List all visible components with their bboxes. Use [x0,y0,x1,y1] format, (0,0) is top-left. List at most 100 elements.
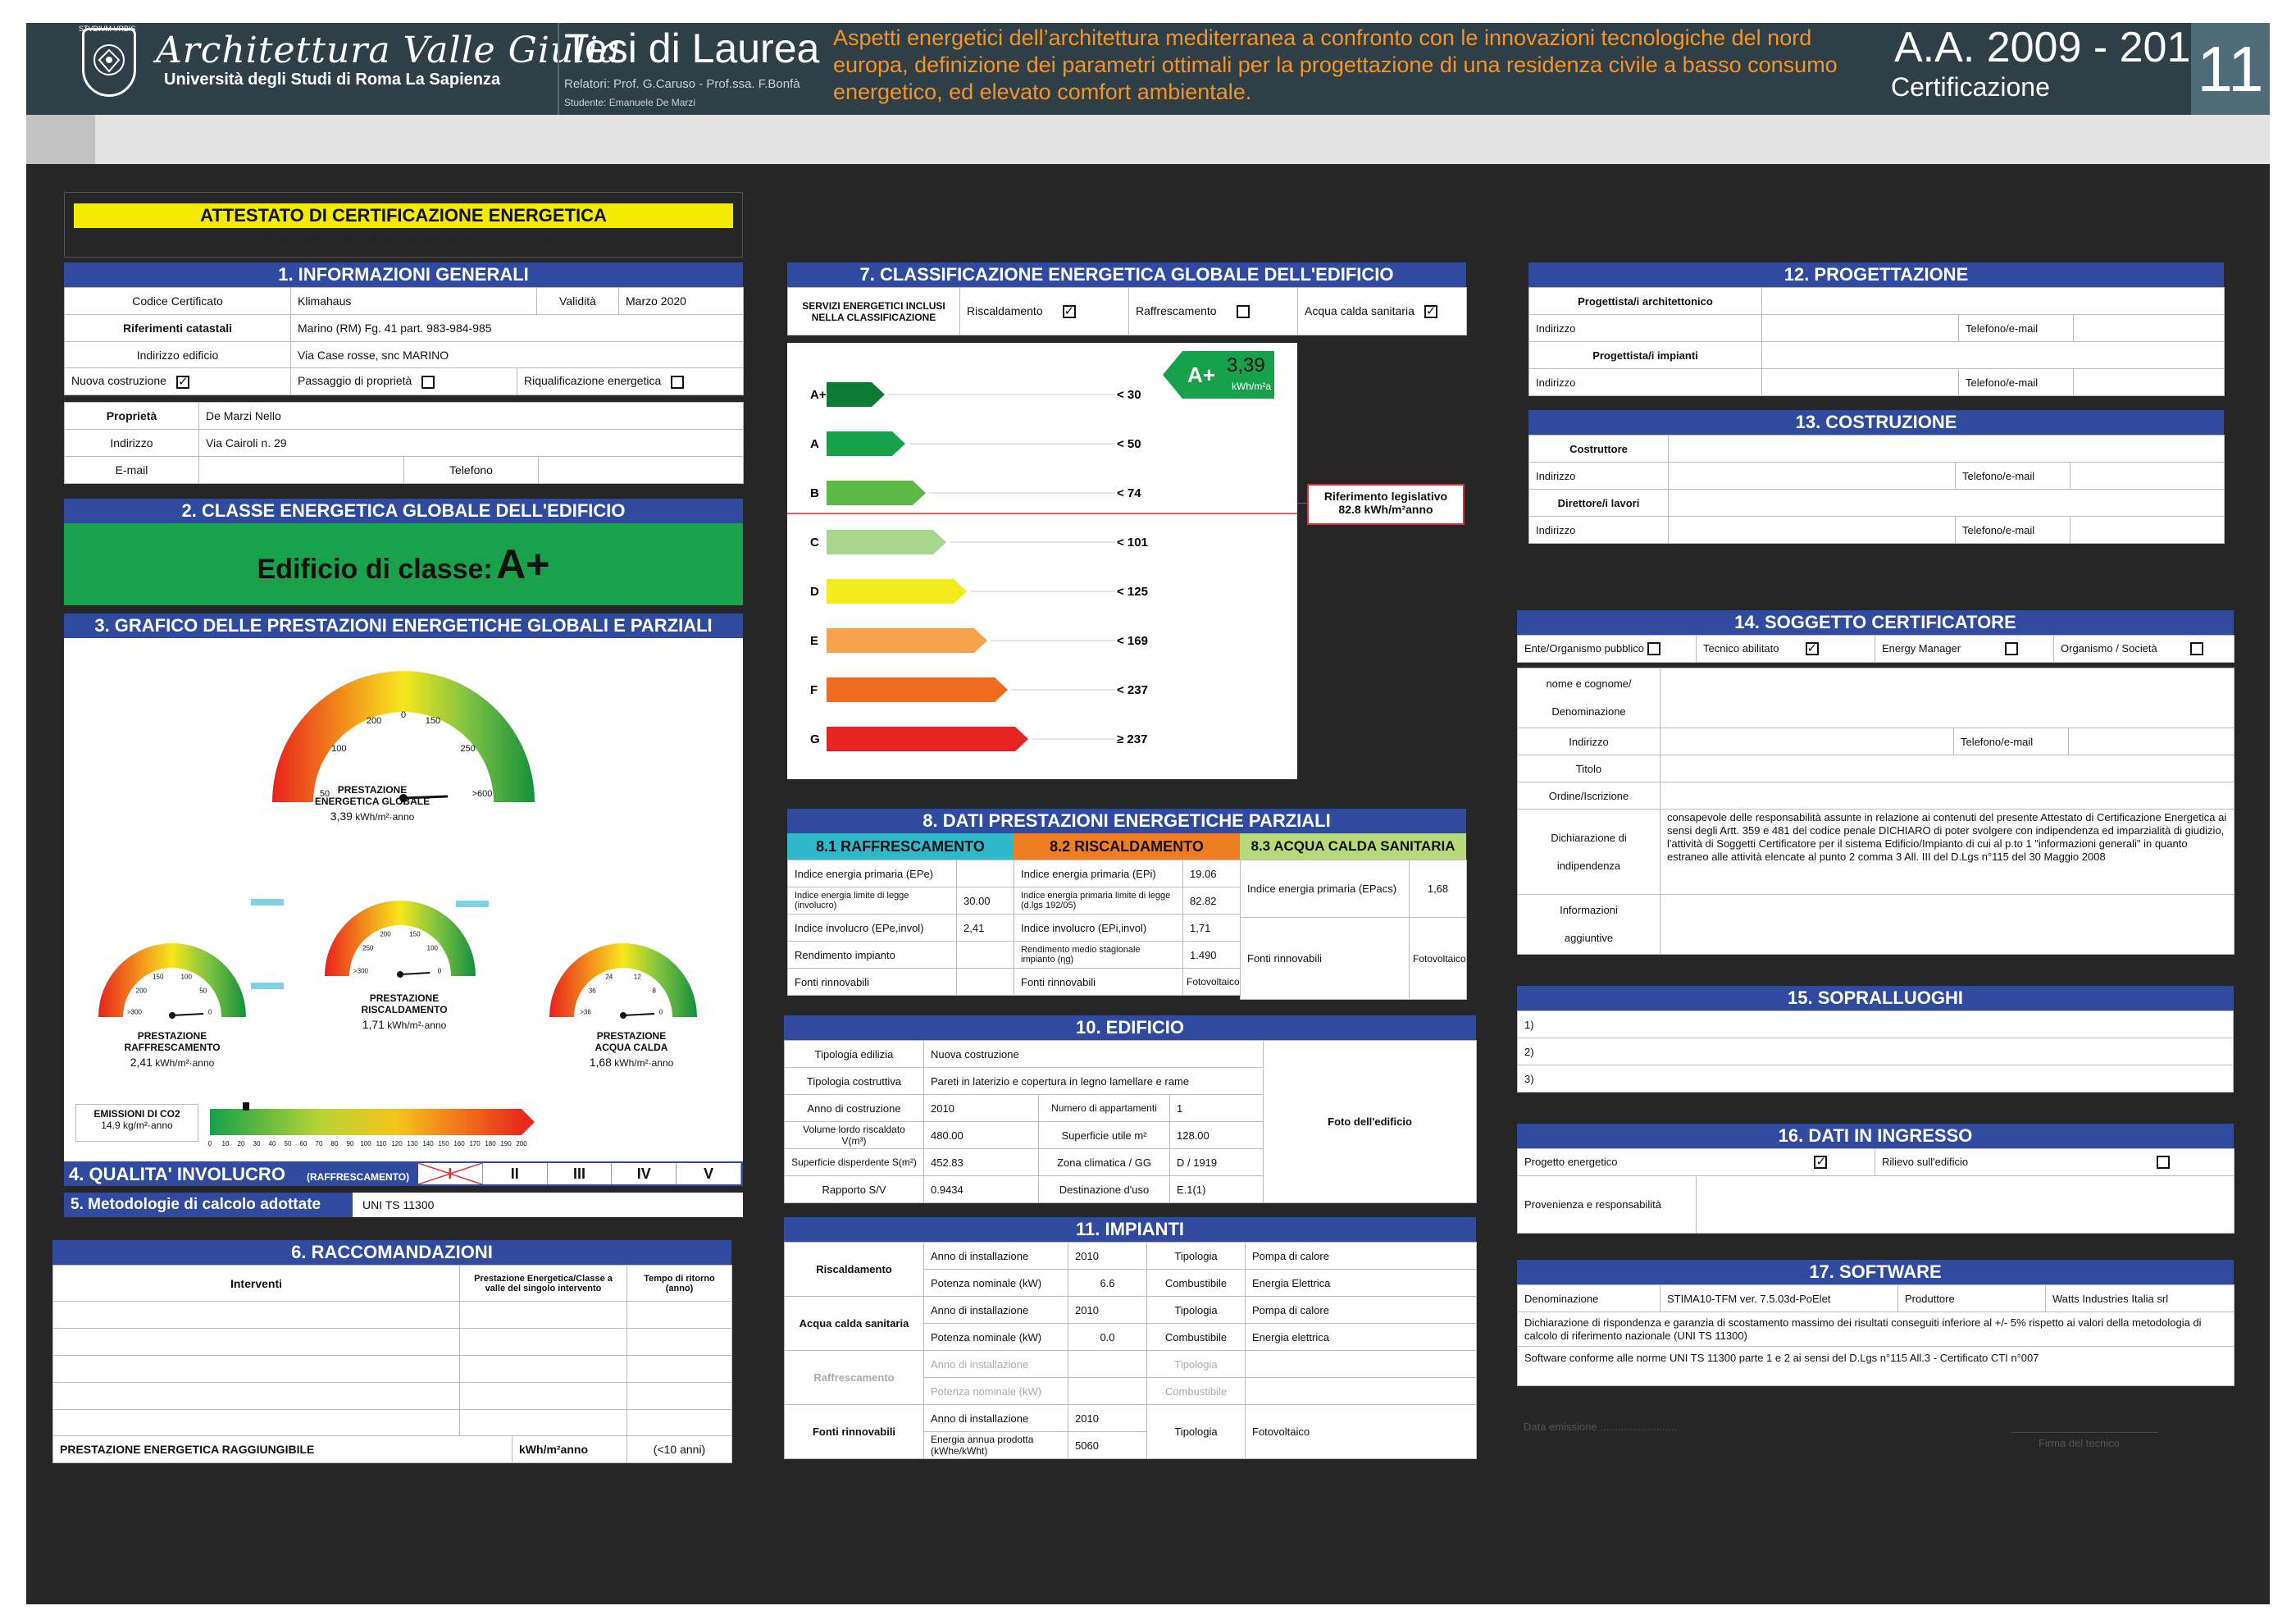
nuova-checkbox[interactable]: ✓ [175,374,189,389]
org-cell[interactable]: Organismo / Società [2053,635,2234,663]
progetto-cell[interactable]: Progetto energetico ✓ [1517,1148,1875,1176]
raff-cell[interactable]: Raffrescamento [1128,287,1298,335]
co2-tick-20: 200 [516,1140,527,1147]
foto-label: Foto dell'edificio [1263,1040,1478,1203]
rec-row-3-class[interactable] [459,1355,627,1383]
passaggio-cell[interactable]: Passaggio di proprietà [290,367,517,395]
energy-class-bar-5 [827,579,967,604]
inspection-3[interactable]: 3) [1517,1065,2234,1093]
co2-scale-bar [210,1109,522,1135]
ente-cell[interactable]: Ente/Organismo pubblico [1517,635,1697,663]
acs-gauge-label1: PRESTAZIONE [596,1030,667,1042]
energy-class-label-2: A [810,437,819,451]
reachable-performance-table: PRESTAZIONE ENERGETICA RAGGIUNGIBILE kWh/… [52,1435,732,1463]
rec-row-1-time[interactable] [626,1301,732,1329]
anno-costr-value: 2010 [923,1094,1039,1122]
dir-label: Direttore/i lavori [1528,489,1669,517]
section-11-title: 11. IMPIANTI [784,1217,1476,1242]
r-rend-value [956,941,1014,969]
rec-row-3-time[interactable] [626,1355,732,1383]
servizi-label: SERVIZI ENERGETICI INCLUSI NELLA CLASSIF… [787,287,960,335]
envelope-class-2: II [483,1163,548,1184]
a-ep-value: 1,68 [1409,860,1467,918]
rec-row-2-class[interactable] [459,1328,627,1356]
inspection-1[interactable]: 1) [1517,1010,2234,1038]
rec-row-4-class[interactable] [459,1382,627,1410]
progetto-checkbox[interactable]: ✓ [1814,1155,1828,1170]
acs-comb: Energia elettrica [1245,1323,1477,1351]
dich-label-2: indipendenza [1556,859,1621,872]
rilievo-checkbox[interactable] [2157,1156,2171,1170]
risc-gauge-arc [325,901,476,976]
header-banner [26,23,2270,115]
costr-label: Costruttore [1528,435,1669,463]
section-6-title: 6. RACCOMANDAZIONI [52,1240,731,1265]
acs-checkbox[interactable]: ✓ [1424,304,1437,319]
passaggio-checkbox[interactable] [421,375,435,389]
riqualificazione-label: Riqualificazione energetica [524,374,662,388]
tecnico-checkbox[interactable]: ✓ [1805,641,1819,656]
design-table: Progettista/i architettonico Indirizzo Te… [1528,287,2225,396]
riqualificazione-checkbox[interactable] [671,375,685,389]
reachable-label: PRESTAZIONE ENERGETICA RAGGIUNGIBILE [52,1435,512,1463]
ente-checkbox[interactable] [1647,642,1660,656]
rec-row-5-class[interactable] [459,1409,627,1437]
nuova-cell[interactable]: Nuova costruzione ✓ [64,367,291,395]
em-checkbox[interactable] [2005,642,2019,656]
raff-gauge-tick-4: >300 [126,1008,143,1016]
sw-prod-label: Produttore [1897,1284,2046,1312]
h-fonti-value: Fotovoltaico [1182,968,1241,996]
energy-class-bar-2 [827,431,905,456]
r-epe: Indice energia primaria (EPe) [787,860,957,887]
plants-table: Riscaldamento Anno di installazione 2010 Ti… [784,1242,1477,1459]
reference-value: 82.8 kWh/m²anno [1338,503,1433,516]
rilievo-cell[interactable]: Rilievo sull'edificio [1875,1148,2234,1176]
raff-checkbox[interactable] [1236,305,1250,319]
reference-line-ext [1297,503,1309,504]
rec-row-1-class[interactable] [459,1301,627,1329]
rec-row-2[interactable] [52,1328,460,1356]
dich-cell: Dichiarazione di indipendenza [1517,809,1660,895]
catastali-label: Riferimenti catastali [64,314,291,342]
rec-row-4-time[interactable] [626,1382,732,1410]
progetto-label: Progetto energetico [1524,1155,1618,1168]
acs-cell[interactable]: Acqua calda sanitaria ✓ [1297,287,1467,335]
co2-value: 14.9 kg/m²·anno [101,1120,173,1131]
imp-tel-label: Telefono/e-mail [1958,368,2074,396]
energy-class-threshold-5: < 125 [1117,585,1148,599]
h-rend: Rendimento medio stagionale impianto (ηg… [1014,941,1183,969]
class-banner: Edificio di classe: A+ [64,523,743,605]
acs-header: 8.3 ACQUA CALDA SANITARIA [1240,833,1466,860]
risc-cell[interactable]: Riscaldamento ✓ [959,287,1129,335]
riqualificazione-cell[interactable]: Riqualificazione energetica [517,367,744,395]
dich-label-1: Dichiarazione di [1551,831,1627,844]
faculty-logo: Architettura Valle Giulia [156,30,622,71]
acs-gauge-hub [620,1012,626,1019]
section-4-sub: (RAFFRESCAMENTO) [307,1171,410,1183]
col-prestazione: Prestazione Energetica/Classe a valle de… [459,1265,627,1302]
h-inv-value: 1,71 [1182,914,1241,942]
fonti-anno: 2010 [1068,1404,1147,1432]
rec-row-2-time[interactable] [626,1328,732,1356]
rec-row-5-time[interactable] [626,1409,732,1437]
h-rend-value: 1.490 [1182,941,1241,969]
em-cell[interactable]: Energy Manager [1875,635,2054,663]
org-checkbox[interactable] [2189,642,2203,656]
tecnico-cell[interactable]: Tecnico abilitato ✓ [1696,635,1875,663]
inspection-2[interactable]: 2) [1517,1038,2234,1065]
risc-checkbox[interactable]: ✓ [1062,304,1076,319]
rec-row-4[interactable] [52,1382,460,1410]
studente: Studente: Emanuele De Marzi [564,97,696,108]
costr-ind-value [1668,462,1956,490]
risc-tip-label: Tipologia [1146,1242,1246,1270]
co2-tick-4: 40 [268,1140,276,1147]
fonti-tip: Fotovoltaico [1245,1404,1477,1459]
rec-row-1[interactable] [52,1301,460,1329]
validita-label: Validità [536,287,619,315]
imp-ind-value [1761,368,1959,396]
co2-tick-1: 10 [221,1140,230,1147]
cert-tel-value [2067,728,2235,755]
destinazione-value: E.1(1) [1168,1175,1264,1203]
rec-row-3[interactable] [52,1355,460,1383]
rec-row-5[interactable] [52,1409,460,1437]
